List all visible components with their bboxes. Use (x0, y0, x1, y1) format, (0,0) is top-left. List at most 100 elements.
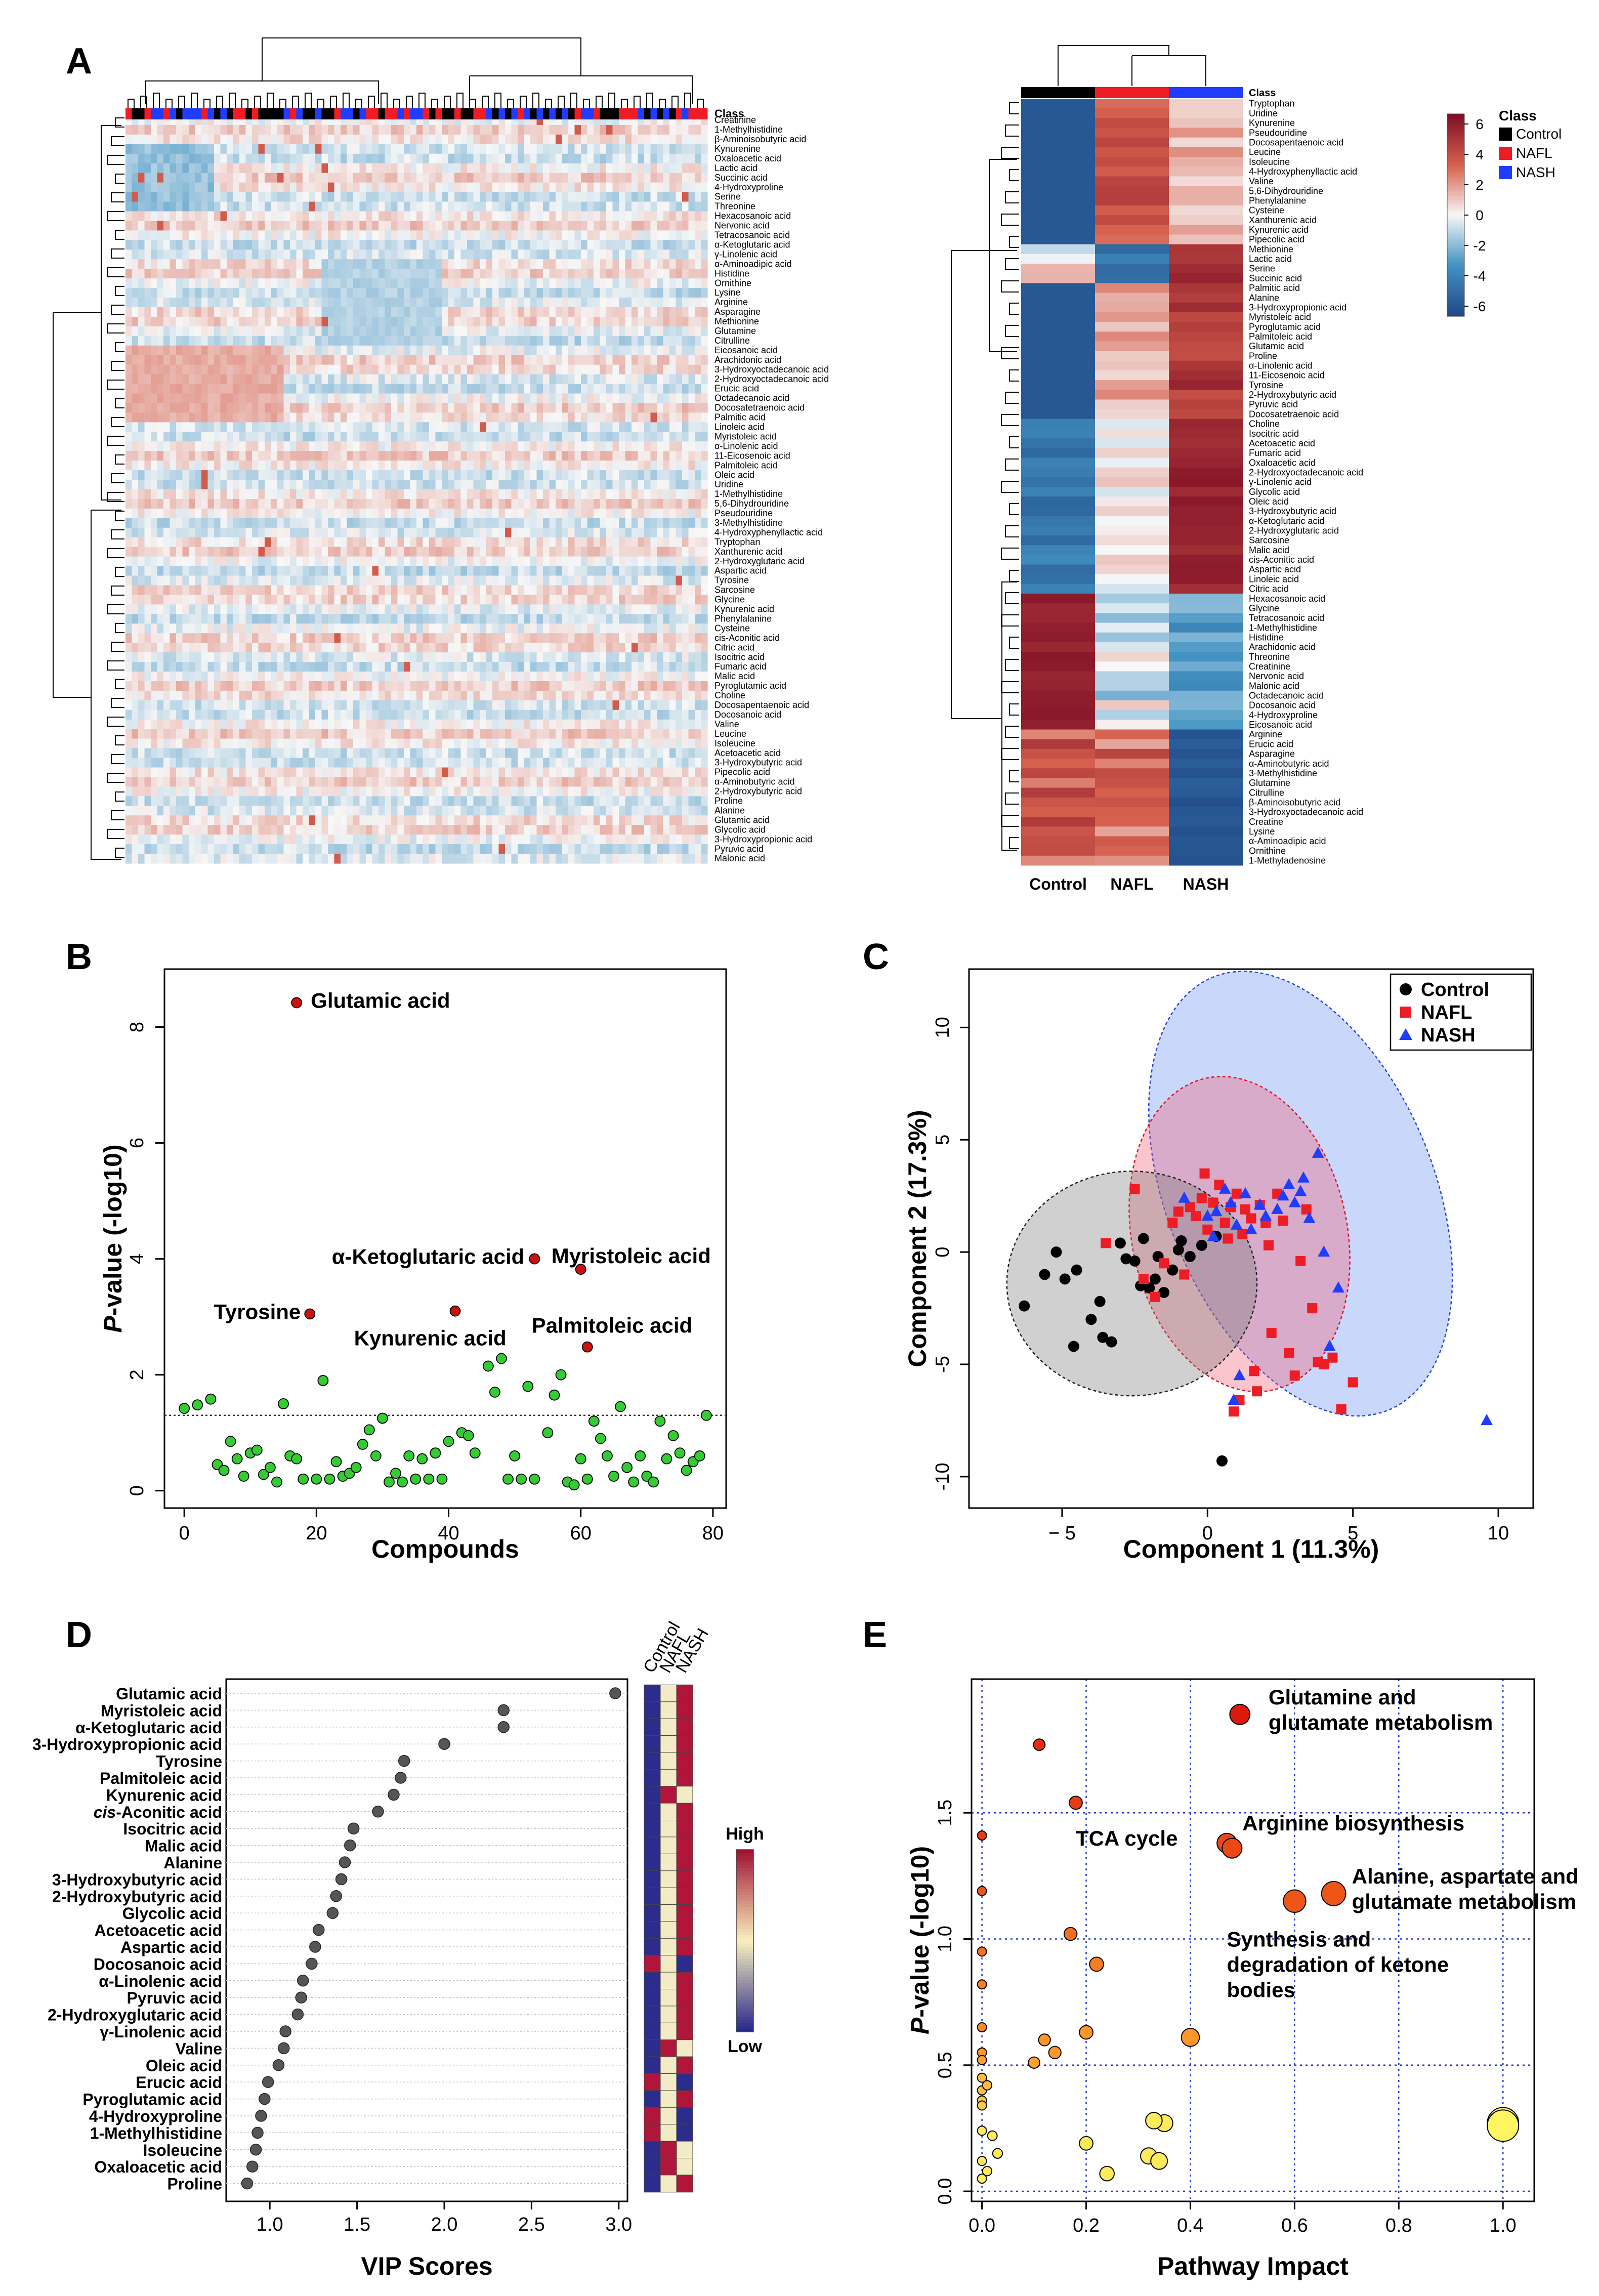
heat-cell (568, 604, 575, 614)
heat-cell (657, 441, 664, 451)
heat-cell (701, 441, 708, 451)
heat-cell (176, 336, 183, 346)
heat-cell (568, 240, 575, 250)
heat-cell (201, 432, 208, 442)
heat-cell (201, 182, 208, 193)
heat-cell (676, 201, 683, 212)
heat-cell (132, 566, 139, 576)
heat-cell (600, 364, 607, 375)
heat-cell (290, 288, 297, 298)
heat-cell (524, 508, 531, 519)
heat-cell (467, 595, 474, 605)
heat-cell (258, 480, 265, 490)
heat-cell (290, 604, 297, 614)
heat-cell (442, 307, 449, 317)
heat-cell (543, 556, 550, 567)
heat-cell (290, 461, 297, 471)
heat-cell (492, 489, 499, 499)
heat-cell (182, 527, 189, 538)
heat-cell (562, 393, 569, 404)
heat-cell (486, 547, 493, 557)
heat-cell (258, 163, 265, 174)
heat-cell (435, 221, 442, 231)
heat-cell (530, 249, 537, 260)
heat-cell (581, 537, 588, 548)
heat-cell (587, 614, 594, 624)
heat-cell (309, 384, 316, 394)
heat-cell (189, 298, 196, 308)
heat-cell (543, 221, 550, 231)
heat-cell (511, 585, 518, 596)
heat-cell (189, 537, 196, 548)
heat-cell (543, 201, 550, 212)
heat-cell (568, 153, 575, 164)
heat-cell (151, 547, 158, 557)
heat-cell (619, 547, 626, 557)
heat-cell (144, 422, 151, 432)
heat-cell (492, 604, 499, 614)
heat-cell (688, 480, 695, 490)
heat-cell (568, 307, 575, 317)
heat-cell (505, 595, 512, 605)
heat-cell (347, 403, 354, 413)
heat-cell (442, 211, 449, 222)
heat-cell (676, 211, 683, 222)
heat-cell (460, 547, 468, 557)
heat-cell (303, 278, 310, 288)
heat-cell (252, 480, 259, 490)
heat-cell (530, 556, 537, 567)
heat-cell (283, 422, 290, 432)
heat-cell (410, 489, 417, 499)
heat-cell (486, 498, 493, 509)
heat-cell (157, 364, 164, 375)
heat-cell (328, 461, 335, 471)
heat-cell (170, 230, 177, 240)
heat-cell (568, 144, 575, 154)
heat-cell (619, 403, 626, 413)
heat-cell (151, 461, 158, 471)
heat-cell (435, 278, 442, 288)
heat-cell (676, 182, 683, 193)
heat-cell (410, 298, 417, 308)
heat-cell (524, 575, 531, 586)
heat-cell (258, 461, 265, 471)
heat-cell (606, 518, 613, 528)
heat-cell (606, 623, 613, 634)
heat-cell (252, 614, 259, 624)
heat-cell (138, 211, 145, 222)
heat-cell (606, 403, 613, 413)
heat-cell (404, 134, 411, 145)
heat-cell (296, 249, 303, 260)
heat-cell (429, 585, 436, 596)
heat-cell (372, 316, 379, 327)
heat-cell (214, 498, 221, 509)
heat-cell (227, 269, 234, 279)
heat-cell (587, 451, 594, 461)
heat-cell (657, 336, 664, 346)
heat-cell (157, 153, 164, 164)
heat-cell (207, 441, 215, 451)
heat-cell (518, 364, 525, 375)
heat-cell (125, 461, 133, 471)
heat-cell (258, 566, 265, 576)
heat-cell (701, 422, 708, 432)
heat-cell (701, 604, 708, 614)
heat-cell (688, 556, 695, 567)
heat-cell (144, 585, 151, 596)
heat-cell (195, 124, 202, 135)
heat-cell (138, 441, 145, 451)
heat-cell (271, 470, 278, 480)
heat-cell (321, 269, 328, 279)
heat-cell (638, 585, 645, 596)
heat-cell (309, 441, 316, 451)
heat-cell (220, 403, 227, 413)
heat-cell (625, 298, 632, 308)
heat-cell (132, 336, 139, 346)
heat-cell (214, 518, 221, 528)
heat-cell (581, 595, 588, 605)
heat-cell (334, 249, 341, 260)
heat-cell (252, 566, 259, 576)
heat-cell (290, 527, 297, 538)
heat-cell (549, 556, 556, 567)
heat-cell (366, 527, 373, 538)
